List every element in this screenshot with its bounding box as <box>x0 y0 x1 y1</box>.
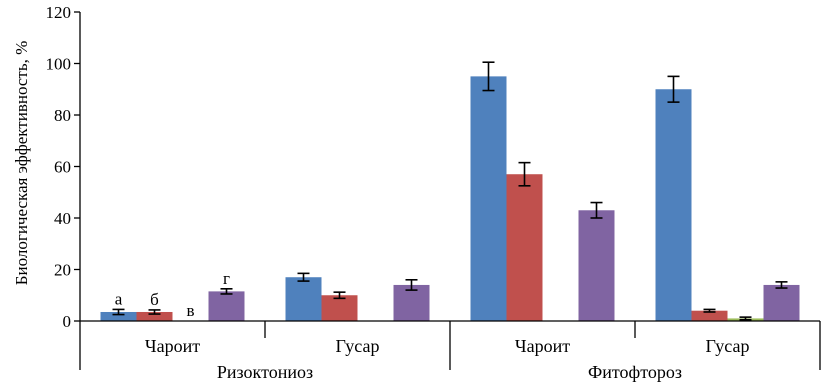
category-label: Чароит <box>145 336 200 356</box>
y-tick-label: 0 <box>63 312 72 331</box>
bar <box>470 76 507 321</box>
bar <box>285 277 322 321</box>
bar <box>136 311 173 321</box>
y-axis-title: Биологическая эффективность, % <box>12 41 31 286</box>
bar-letter-label: а <box>115 289 123 308</box>
bar <box>506 174 543 321</box>
category-label: Гусар <box>336 336 380 356</box>
group-label: Фитофтороз <box>588 362 682 382</box>
bar <box>691 310 728 321</box>
bar <box>100 311 137 321</box>
bar <box>578 210 615 321</box>
bar <box>763 284 800 321</box>
bar-letter-label: б <box>150 290 159 309</box>
bar <box>321 295 358 321</box>
y-tick-label: 100 <box>46 55 72 74</box>
category-label: Чароит <box>515 336 570 356</box>
bar-letter-label: в <box>186 301 194 320</box>
bar <box>655 89 692 321</box>
y-tick-label: 40 <box>54 209 71 228</box>
group-label: Ризоктониоз <box>217 362 313 382</box>
y-tick-label: 20 <box>54 261 71 280</box>
y-tick-label: 120 <box>46 3 72 22</box>
category-label: Гусар <box>706 336 750 356</box>
x-axis: Чароит Гусар Чароит Гусар Ризоктониоз Фитофто… <box>79 320 821 382</box>
y-tick-label: 80 <box>54 106 71 125</box>
bar <box>393 284 430 321</box>
bar <box>208 291 245 321</box>
bar-letter-label: г <box>223 269 230 288</box>
bars: а б в г <box>100 61 800 321</box>
y-axis: 0 20 40 60 80 100 120 <box>46 3 81 331</box>
y-tick-label: 60 <box>54 158 71 177</box>
